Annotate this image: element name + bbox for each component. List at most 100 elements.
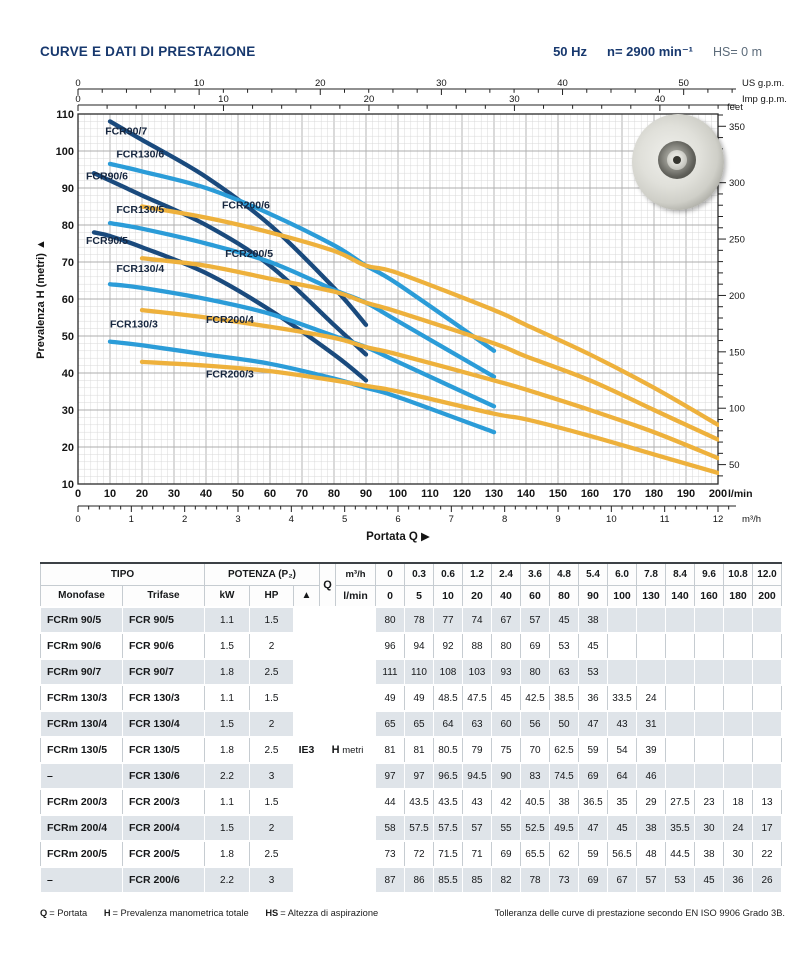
top-axis-unit-0: US g.p.m. [742,78,784,89]
cell-h-value: 65 [375,710,406,738]
page-title: CURVE E DATI DI PRESTAZIONE [40,44,256,59]
cell-h-value: 69 [578,866,609,894]
cell-h-value [752,658,783,686]
cell-h-value: 85 [462,866,493,894]
svg-text:10: 10 [62,479,74,491]
cell-h-value: 57.5 [433,814,464,842]
cell-h-value [694,710,725,738]
svg-text:70: 70 [62,257,74,269]
cell-h-value: 87 [375,866,406,894]
cell-h-value: 42 [491,788,522,816]
cell-h-value: 38.5 [549,684,580,712]
svg-text:80: 80 [328,488,340,500]
curve-label-FCR90/7: FCR90/7 [105,125,147,137]
cell-h-value: 103 [462,658,493,686]
cell-h-value: 56 [520,710,551,738]
speed-value: n= 2900 min⁻¹ [607,44,694,59]
cell-h-value: 79 [462,736,493,764]
cell-kw: 2.2 [204,866,250,894]
cell-monofase: FCRm 200/3 [40,788,123,816]
curve-FCR200/3 [139,359,719,476]
svg-text:30: 30 [436,78,447,89]
cell-h-value: 46 [636,762,667,790]
suction-head-value: HS= 0 m [713,45,762,59]
cell-h-value: 110 [404,658,435,686]
cell-h-value: 36 [723,866,754,894]
cell-h-value: 43 [462,788,493,816]
monofase-header: Monofase [40,584,123,608]
q-m3h-value: 5.4 [578,562,609,586]
cell-trifase: FCR 90/6 [122,632,205,660]
q-lmin-value: 200 [752,584,783,608]
svg-text:80: 80 [62,220,74,232]
svg-text:feet: feet [727,102,743,113]
svg-text:50: 50 [678,78,689,89]
tipo-header: TIPO [40,562,205,586]
svg-text:150: 150 [729,347,745,358]
cell-trifase: FCR 200/3 [122,788,205,816]
svg-text:m³/h: m³/h [742,514,761,525]
svg-text:120: 120 [453,488,471,500]
cell-h-value: 74 [462,606,493,634]
cell-monofase: FCRm 130/3 [40,684,123,712]
cell-h-value: 53 [549,632,580,660]
cell-kw: 1.1 [204,606,250,634]
svg-text:9: 9 [555,514,560,525]
cell-monofase: FCRm 130/5 [40,736,123,764]
cell-hp: 1.5 [249,606,294,634]
cell-hp: 2.5 [249,658,294,686]
cell-h-value [752,736,783,764]
cell-h-value: 17 [752,814,783,842]
cell-h-value [694,684,725,712]
svg-text:0: 0 [75,488,81,500]
cell-h-value: 62 [549,840,580,868]
q-m3h-value: 12.0 [752,562,783,586]
q-m3h-value: 7.8 [636,562,667,586]
q-lmin-label: l/min [343,589,368,602]
cell-h-value: 67 [491,606,522,634]
cell-h-value: 90 [491,762,522,790]
cell-h-value: 97 [404,762,435,790]
cell-hp: 2.5 [249,840,294,868]
ie3-band: IE3 [292,606,321,894]
svg-text:12: 12 [713,514,724,525]
curve-FCR130/5 [107,220,497,379]
curve-FCR90/6 [91,171,369,357]
q-lmin-value: 5 [404,584,435,608]
cell-h-value [694,736,725,764]
cell-h-value [636,632,667,660]
spec-group: 50 Hz n= 2900 min⁻¹ HS= 0 m [553,44,762,60]
svg-text:40: 40 [200,488,212,500]
cell-h-value: 75 [491,736,522,764]
svg-text:160: 160 [581,488,599,500]
svg-text:40: 40 [557,78,568,89]
curve-label-FCR200/4: FCR200/4 [206,314,254,326]
q-lmin-value: 0 [375,584,406,608]
curve-label-FCR130/5: FCR130/5 [116,204,164,216]
cell-h-value: 43.5 [433,788,464,816]
table-row-FCR-130/3: FCRm 130/3 FCR 130/3 1.1 1.5 49 49 48.5 47.5 45 4… [40,684,783,712]
chart-svg: 0 10 20 30 40 50 US g.p.m.0 10 20 30 40 Imp g.p.m.1… [35,78,787,543]
cell-trifase: FCR 200/4 [122,814,205,842]
cell-h-value: 47 [578,710,609,738]
q-lmin-value: 20 [462,584,493,608]
svg-text:30: 30 [62,405,74,417]
legend-hs: HS = Altezza di aspirazione [265,908,379,918]
cell-monofase: – [40,762,123,790]
svg-text:110: 110 [421,488,439,500]
cell-h-value: 22 [752,840,783,868]
cell-h-value: 71.5 [433,840,464,868]
cell-kw: 1.1 [204,684,250,712]
table-row-FCR-130/5: FCRm 130/5 FCR 130/5 1.8 2.5 81 81 80.5 79 75 70 6… [40,736,783,764]
page-footer: Q = Portata H = Prevalenza manometrica tot… [40,908,785,918]
cell-h-value: 56.5 [607,840,638,868]
cell-h-value: 35 [607,788,638,816]
cell-h-value: 49.5 [549,814,580,842]
cell-h-value [665,736,696,764]
table-row-FCR-90/5: FCRm 90/5 FCR 90/5 1.1 1.5 IE3 H metri 80 78 77 7… [40,606,783,894]
q-m3h-value: 9.6 [694,562,725,586]
q-m3h-value: 2.4 [491,562,522,586]
table-row-FCR-200/6: – FCR 200/6 2.2 3 87 86 85.5 85 82 78 73 69 67 57 53 45… [40,866,783,894]
cell-h-value: 36 [578,684,609,712]
cell-h-value: 57 [462,814,493,842]
